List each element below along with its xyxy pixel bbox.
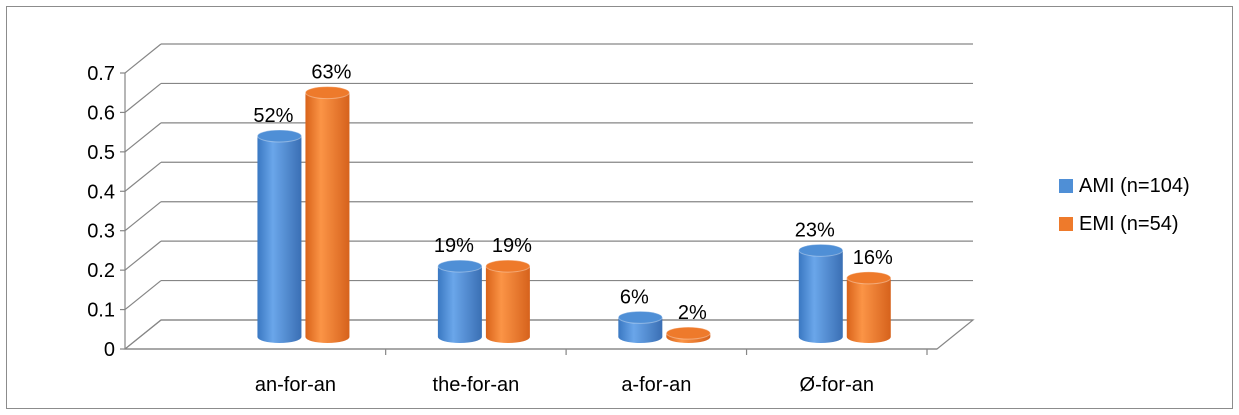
- chart-frame: 0 0.1 0.2 0.3 0.4 0.5 0.6 0.7 an-for-an the-for-a…: [6, 6, 1233, 409]
- side-wall-gridline: [124, 161, 162, 192]
- data-label: 16%: [853, 247, 893, 269]
- side-wall-gridline: [124, 240, 162, 271]
- y-tick-label: 0.4: [87, 181, 115, 203]
- bar: [437, 266, 482, 343]
- data-label: 19%: [492, 235, 532, 257]
- x-category-label: the-for-an: [433, 374, 520, 396]
- legend-swatch: [1059, 179, 1073, 193]
- bar: [798, 250, 843, 343]
- data-label: 52%: [253, 105, 293, 127]
- plot-walls: [123, 319, 975, 350]
- bars: [256, 86, 892, 343]
- y-tick-label: 0.6: [87, 102, 115, 124]
- side-wall-gridline: [124, 43, 162, 74]
- side-wall-gridline: [124, 201, 162, 232]
- bar-top: [256, 129, 302, 143]
- y-tick-label: 0.7: [87, 63, 115, 85]
- legend-label: EMI (n=54): [1079, 213, 1178, 235]
- bar: [618, 317, 663, 343]
- x-category-label: an-for-an: [255, 374, 336, 396]
- side-wall-gridline: [124, 280, 162, 311]
- x-category-label: a-for-an: [621, 374, 691, 396]
- bar-top: [304, 86, 350, 100]
- bar: [305, 92, 350, 343]
- y-tick-label: 0: [104, 339, 115, 361]
- bar: [846, 277, 891, 343]
- x-category-label: Ø-for-an: [800, 374, 874, 396]
- data-label: 23%: [795, 219, 835, 241]
- bar-chart: 0 0.1 0.2 0.3 0.4 0.5 0.6 0.7 an-for-an the-for-a…: [87, 43, 1190, 396]
- bar-top: [437, 259, 483, 273]
- bar-top: [665, 326, 711, 340]
- y-tick-label: 0.1: [87, 300, 115, 322]
- y-tick-label: 0.2: [87, 260, 115, 282]
- data-label: 63%: [311, 62, 351, 84]
- bar-top: [485, 259, 531, 273]
- data-label: 2%: [678, 302, 707, 324]
- plot-floor: [123, 319, 975, 350]
- legend: AMI (n=104) EMI (n=54): [1059, 175, 1190, 235]
- gridlines: [124, 43, 973, 350]
- data-label: 19%: [434, 235, 474, 257]
- legend-swatch: [1059, 217, 1073, 231]
- axes: 0 0.1 0.2 0.3 0.4 0.5 0.6 0.7 an-for-an the-for-a…: [87, 63, 937, 396]
- bar-top: [617, 310, 663, 324]
- data-labels: 52% 63% 19% 19% 6% 2% 23% 16%: [253, 62, 893, 325]
- y-tick-label: 0.5: [87, 142, 115, 164]
- legend-label: AMI (n=104): [1079, 175, 1190, 197]
- bar-top: [798, 243, 844, 257]
- side-wall-gridline: [124, 82, 162, 113]
- bar-top: [846, 271, 892, 285]
- y-tick-label: 0.3: [87, 221, 115, 243]
- data-label: 6%: [620, 286, 649, 308]
- bar: [257, 135, 302, 343]
- bar: [485, 266, 530, 343]
- side-wall-gridline: [124, 319, 162, 350]
- side-wall-gridline: [124, 122, 162, 153]
